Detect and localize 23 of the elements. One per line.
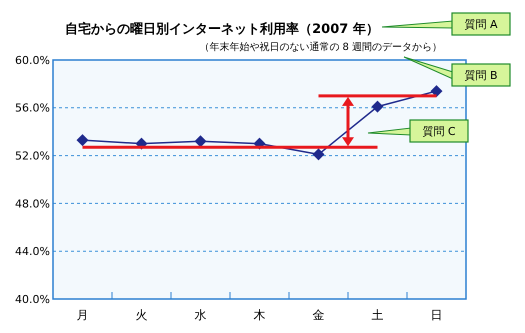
chart-subtitle: （年末年始や祝日のない通常の 8 週間のデータから）	[199, 41, 442, 53]
point	[312, 148, 324, 160]
y-tick-label: 60.0%	[15, 54, 50, 67]
y-tick-label: 40.0%	[15, 292, 50, 306]
point	[194, 135, 206, 148]
annotation: 質問 B	[464, 69, 498, 82]
chart-title: 自宅からの曜日別インターネット利用率（2007 年）	[65, 21, 379, 37]
x-tick-label: 土	[372, 308, 384, 322]
y-tick-label: 52.0%	[15, 149, 50, 162]
x-tick-label: 日	[430, 308, 442, 322]
point	[430, 85, 442, 98]
x-tick-label: 水	[194, 308, 206, 322]
y-tick-label: 44.0%	[15, 245, 50, 258]
text: 質問 A	[464, 18, 498, 31]
x-tick-label: 木	[254, 308, 266, 322]
y-tick-label: 48.0%	[15, 197, 50, 210]
annotation: 質問 C	[422, 125, 456, 138]
x-tick-label: 月	[76, 308, 88, 322]
x-tick-label: 火	[136, 308, 148, 322]
y-tick-label: 56.0%	[15, 102, 50, 115]
point	[76, 134, 88, 146]
point	[372, 100, 384, 113]
x-tick-label: 金	[312, 308, 324, 322]
